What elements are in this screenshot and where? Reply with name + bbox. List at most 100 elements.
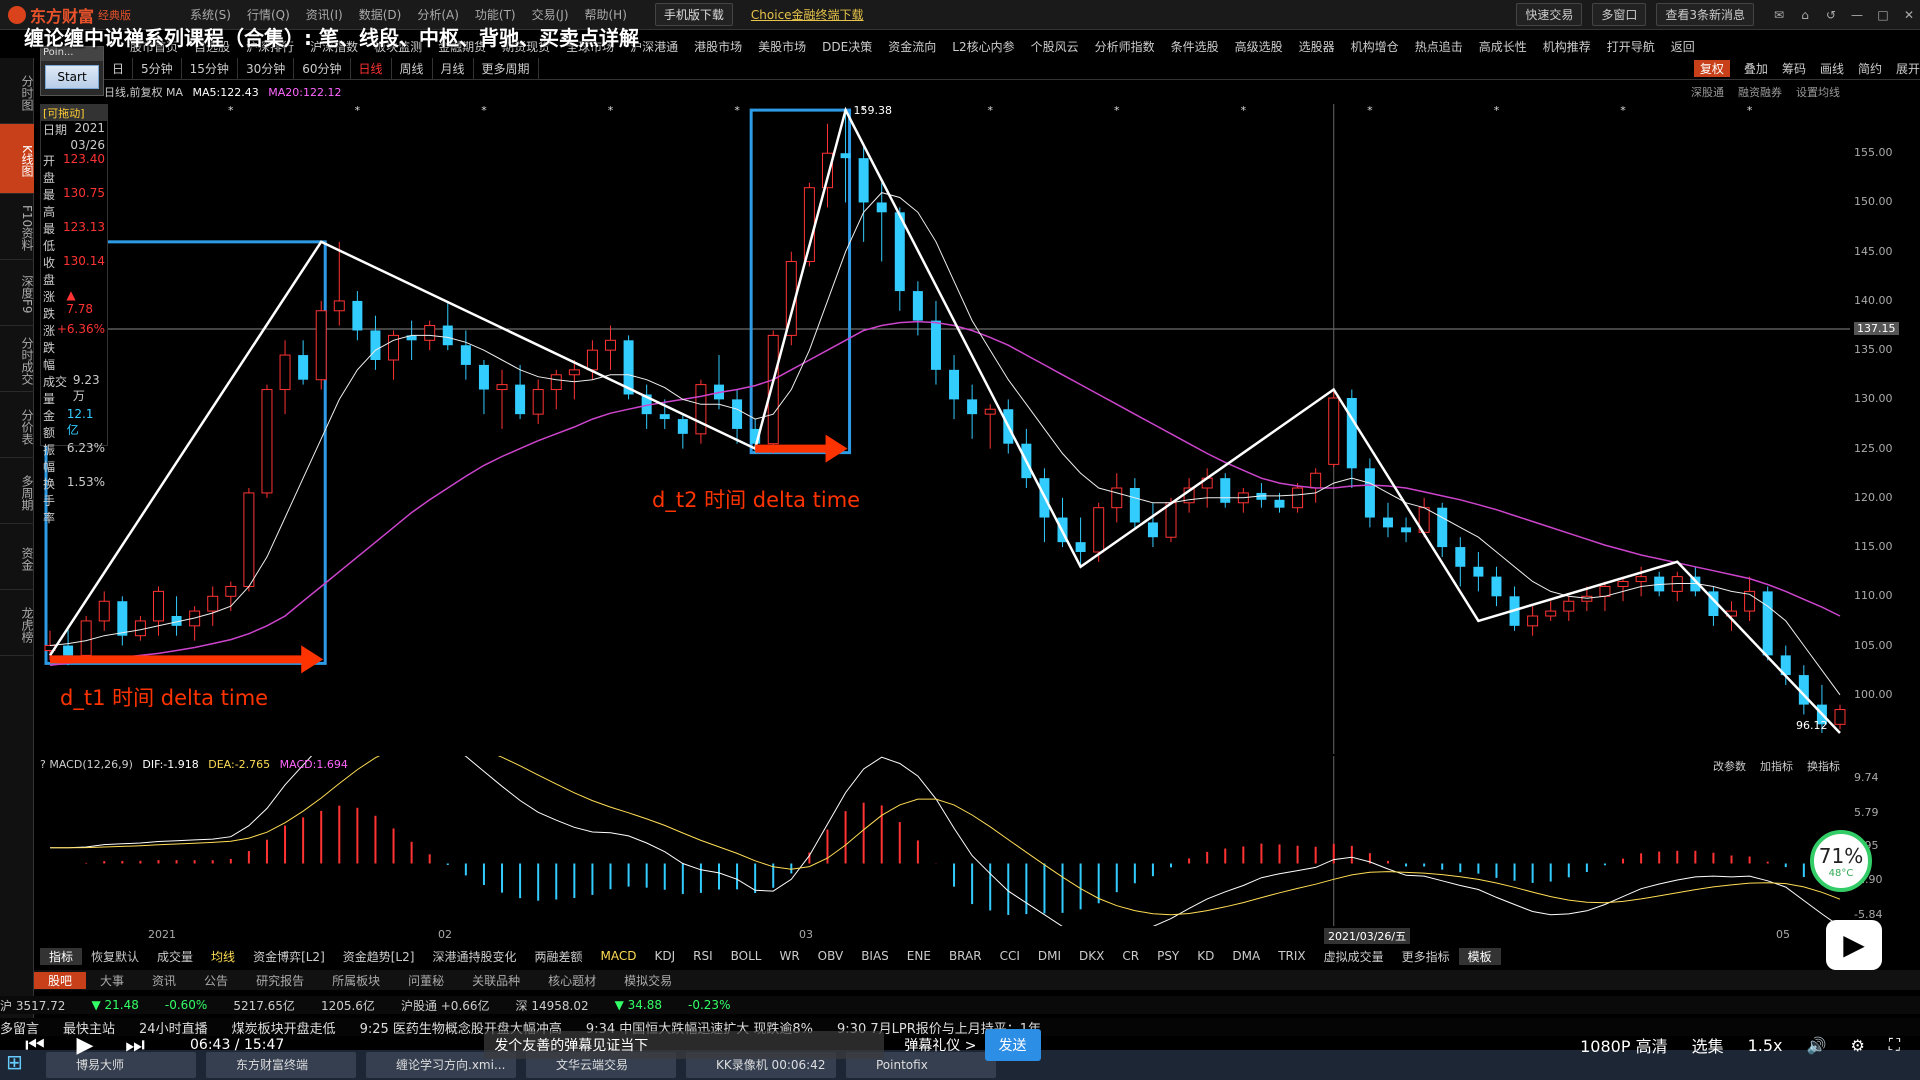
maximize-icon[interactable]: □ [1877, 7, 1889, 22]
left-tab[interactable]: K线图 [0, 124, 34, 194]
indicator-tab[interactable]: KD [1197, 949, 1215, 963]
indicator-tab[interactable]: ENE [906, 949, 931, 963]
nav-item[interactable]: DDE决策 [822, 39, 873, 54]
nav-item[interactable]: 高成长性 [1478, 39, 1527, 54]
mail-icon[interactable]: ✉ [1773, 7, 1785, 22]
macd-link[interactable]: 改参数 [1713, 760, 1746, 773]
candle[interactable] [1328, 392, 1340, 468]
news-tab[interactable]: 所属板块 [332, 973, 381, 988]
candle[interactable] [1292, 483, 1304, 513]
period-tab[interactable]: 月线 [433, 58, 474, 79]
indicator-tab[interactable]: 深港通持股变化 [432, 949, 517, 964]
news-item[interactable]: 最快主站 [63, 1021, 116, 1037]
candle[interactable] [550, 369, 562, 410]
left-tab[interactable]: 分价表 [0, 392, 34, 458]
event-marker[interactable]: * [1494, 104, 1500, 117]
nav-item[interactable]: 打开导航 [1606, 39, 1655, 54]
chart-tool[interactable]: 复权 [1693, 60, 1730, 77]
volume-icon[interactable]: 🔊 [1806, 1035, 1827, 1055]
chart-tool[interactable]: 画线 [1819, 62, 1844, 76]
event-marker[interactable]: * [1114, 104, 1120, 117]
event-marker[interactable]: * [228, 104, 234, 117]
nav-item[interactable]: 机构增仓 [1350, 39, 1399, 54]
candle[interactable] [406, 320, 417, 360]
nav-item[interactable]: 分析师指数 [1094, 39, 1155, 54]
candle[interactable] [677, 414, 688, 449]
left-tab[interactable]: 分时图 [0, 58, 34, 124]
multi-window-button[interactable]: 多窗口 [1592, 3, 1647, 26]
candle[interactable] [641, 384, 652, 429]
candle[interactable] [1798, 665, 1809, 715]
mobile-download-button[interactable]: 手机版下载 [654, 3, 733, 26]
event-marker[interactable]: * [1241, 104, 1247, 117]
candle[interactable] [1491, 566, 1502, 607]
indicator-tab[interactable]: 资金博弈[L2] [253, 949, 325, 964]
nav-item[interactable]: 股市首页 [130, 39, 179, 54]
menu-help[interactable]: 帮助(H) [584, 8, 627, 22]
candle[interactable] [478, 360, 489, 415]
candle[interactable] [803, 182, 815, 267]
info-panel-header[interactable]: [可拖动] [41, 105, 107, 121]
nav-item[interactable]: 沪深排行 [246, 39, 295, 54]
nav-item[interactable]: 期货现货 [502, 39, 551, 54]
candle[interactable] [370, 315, 381, 370]
candle[interactable] [732, 389, 743, 444]
taskbar-app[interactable]: 博易大师 [46, 1052, 196, 1078]
candle[interactable] [1563, 596, 1575, 621]
news-tab[interactable]: 模拟交易 [624, 973, 673, 988]
nav-item[interactable]: 沪深指数 [310, 39, 359, 54]
candle[interactable] [207, 586, 219, 626]
candle[interactable] [515, 364, 526, 420]
indicator-tab[interactable]: 资金趋势[L2] [342, 949, 415, 964]
chart-tool[interactable]: 简约 [1857, 62, 1882, 76]
fullscreen-icon[interactable]: ⛶ [1888, 1035, 1900, 1054]
left-tab[interactable]: 深度F9 [0, 260, 34, 326]
nav-item[interactable]: 金融期货 [438, 39, 487, 54]
danmu-input[interactable]: 发个友善的弹幕见证当下 [484, 1031, 885, 1059]
news-item[interactable]: 24小时直播 [139, 1021, 208, 1037]
period-tab[interactable]: 更多周期 [474, 58, 539, 79]
candle[interactable] [1382, 502, 1393, 538]
candle[interactable] [1527, 606, 1539, 636]
nav-item[interactable]: L2核心内参 [952, 39, 1015, 54]
period-tab[interactable]: 30分钟 [238, 58, 295, 79]
event-marker[interactable]: * [987, 104, 993, 117]
candle[interactable] [1762, 586, 1773, 661]
indicator-tab[interactable]: 指标 [40, 947, 83, 965]
news-item[interactable]: 煤炭板块开盘走低 [231, 1021, 336, 1037]
period-tab[interactable]: 15分钟 [182, 58, 238, 79]
chart-tool[interactable]: 筹码 [1781, 62, 1806, 76]
left-tab[interactable]: 资金 [0, 524, 34, 590]
macd-link[interactable]: 加指标 [1760, 760, 1793, 773]
candle[interactable] [80, 616, 92, 661]
candle[interactable] [984, 404, 996, 449]
period-tab[interactable]: 5分钟 [133, 58, 182, 79]
messages-button[interactable]: 查看3条新消息 [1656, 3, 1754, 26]
close-icon[interactable]: ✕ [1903, 7, 1915, 22]
event-marker[interactable]: * [355, 104, 361, 117]
news-tab[interactable]: 问董秘 [408, 973, 445, 988]
macd-help-icon[interactable]: ? [40, 758, 46, 771]
nav-item[interactable]: 板块监测 [374, 39, 423, 54]
chart-tool[interactable]: 叠加 [1743, 62, 1768, 76]
candle[interactable] [821, 123, 833, 208]
candle[interactable] [876, 182, 887, 262]
nav-item[interactable]: 机构推荐 [1542, 39, 1591, 54]
chart-tool[interactable]: 展开 [1895, 62, 1920, 76]
indicator-tab[interactable]: OBV [817, 949, 844, 963]
period-tab[interactable]: 60分钟 [294, 58, 351, 79]
candle[interactable] [1401, 517, 1412, 543]
candle[interactable] [1708, 586, 1719, 626]
candle[interactable] [117, 596, 128, 646]
candle[interactable] [894, 207, 905, 311]
nav-item[interactable]: 热点追击 [1414, 39, 1463, 54]
candle[interactable] [333, 241, 345, 326]
indicator-tab[interactable]: CR [1122, 949, 1140, 963]
nav-item[interactable]: 高级选股 [1234, 39, 1283, 54]
indicator-tab[interactable]: PSY [1157, 949, 1180, 963]
indicator-tab[interactable]: CCI [999, 949, 1020, 963]
candle[interactable] [1545, 601, 1557, 621]
nav-item[interactable]: 选股器 [1298, 39, 1335, 54]
left-tab[interactable]: F10资料 [0, 194, 34, 260]
